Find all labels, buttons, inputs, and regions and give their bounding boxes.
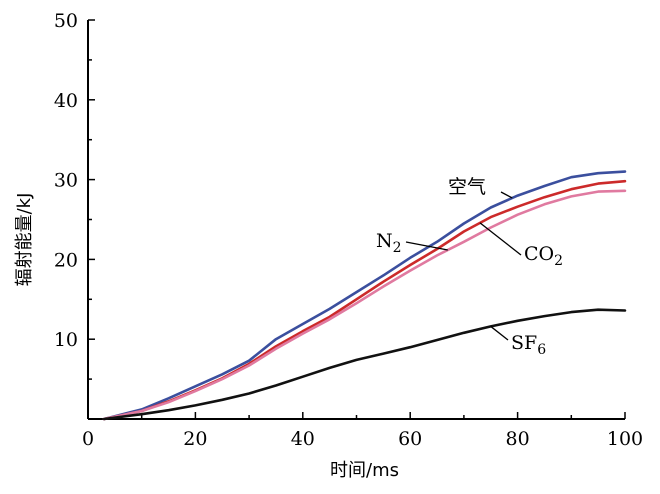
annotation-leader-空气 [500,191,513,199]
series-line-sf6 [102,308,627,421]
tick-labels: 0 20 40 60 80 100 10 20 30 40 50 [54,10,643,450]
x-tick-label: 100 [607,428,643,450]
annotation-leader-sf6 [490,325,509,341]
tick-marks [88,19,626,419]
x-tick-label: 20 [183,428,207,450]
x-tick-label: 0 [82,428,94,450]
y-tick-label: 10 [54,329,78,351]
y-tick-label: 40 [54,90,78,112]
x-tick-label: 60 [398,428,422,450]
series-line-空气 [102,170,627,421]
y-tick-label: 30 [54,170,78,192]
x-axis-title: 时间/ms [330,460,399,481]
series-label-sf6: SF6 [511,332,546,358]
series-line-n2 [102,189,627,421]
series-label-空气: 空气 [448,176,486,198]
series-lines [102,170,627,421]
x-tick-label: 80 [506,428,530,450]
x-tick-label: 40 [291,428,315,450]
annotation-leader-co2 [479,222,522,256]
y-tick-label: 50 [54,10,78,32]
series-annotations: 空气 N2 CO2 SF6 [376,176,563,358]
series-label-co2: CO2 [524,243,563,269]
annotation-leader-n2 [405,241,448,251]
series-label-n2: N2 [376,230,402,256]
y-tick-label: 20 [54,249,78,271]
y-axis-title: 辐射能量/kJ [14,193,35,287]
series-line-co2 [102,179,627,421]
